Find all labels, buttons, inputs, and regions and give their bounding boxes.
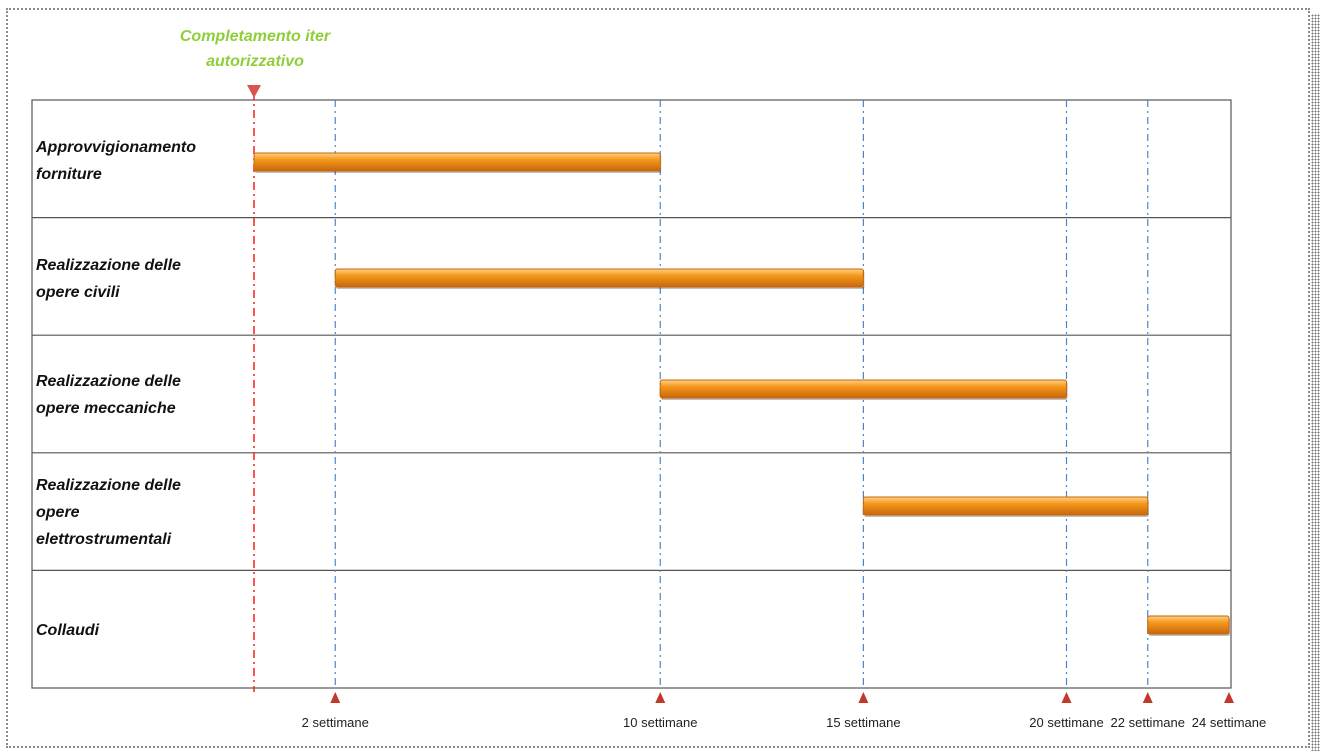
tick-marker-week-10 — [655, 692, 666, 703]
task-bar-5 — [1147, 615, 1230, 635]
task-label-4-line-1: Realizzazione delle — [36, 477, 181, 494]
task-label-4: Realizzazione delle opere elettrostrumenta… — [36, 472, 246, 553]
tick-label-week-22: 22 settimane — [1111, 715, 1185, 730]
task-bar-3 — [659, 379, 1067, 399]
task-bar-4 — [862, 496, 1149, 516]
tick-marker-week-15 — [858, 692, 869, 703]
tick-label-week-2: 2 settimane — [302, 715, 369, 730]
chart-frame — [6, 8, 1310, 748]
task-bar-2 — [334, 268, 864, 288]
task-bar-1 — [253, 152, 661, 172]
task-label-1: Approvvigionamento forniture — [36, 134, 246, 188]
task-label-5: Collaudi — [36, 617, 246, 644]
task-label-3-line-2: opere meccaniche — [36, 400, 176, 417]
table-border — [31, 99, 1232, 689]
task-label-2-line-2: opere civili — [36, 284, 120, 301]
tick-label-week-24: 24 settimane — [1192, 715, 1266, 730]
task-label-3-line-1: Realizzazione delle — [36, 373, 181, 390]
task-label-5-line-1: Collaudi — [36, 622, 100, 639]
task-label-2-line-1: Realizzazione delle — [36, 257, 181, 274]
task-label-4-line-2: opere — [36, 504, 80, 521]
tick-marker-week-20 — [1061, 692, 1072, 703]
task-label-3: Realizzazione delle opere meccaniche — [36, 368, 246, 422]
task-label-1-line-1: Approvvigionamento — [36, 139, 197, 156]
tick-marker-week-22 — [1142, 692, 1153, 703]
milestone-title: Completamento iter autorizzativo — [150, 24, 360, 74]
frame-shadow — [1311, 14, 1320, 751]
tick-marker-week-24 — [1224, 692, 1234, 703]
tick-label-week-20: 20 settimane — [1029, 715, 1103, 730]
milestone-title-line-1: Completamento iter — [179, 28, 331, 45]
task-label-2: Realizzazione delle opere civili — [36, 252, 246, 306]
task-label-4-line-3: elettrostrumentali — [36, 531, 172, 548]
tick-marker-week-2 — [330, 692, 341, 703]
tick-label-week-15: 15 settimane — [826, 715, 900, 730]
milestone-title-line-2: autorizzativo — [206, 53, 304, 70]
milestone-marker — [247, 85, 261, 98]
task-label-1-line-2: forniture — [36, 166, 102, 183]
tick-label-week-10: 10 settimane — [623, 715, 697, 730]
